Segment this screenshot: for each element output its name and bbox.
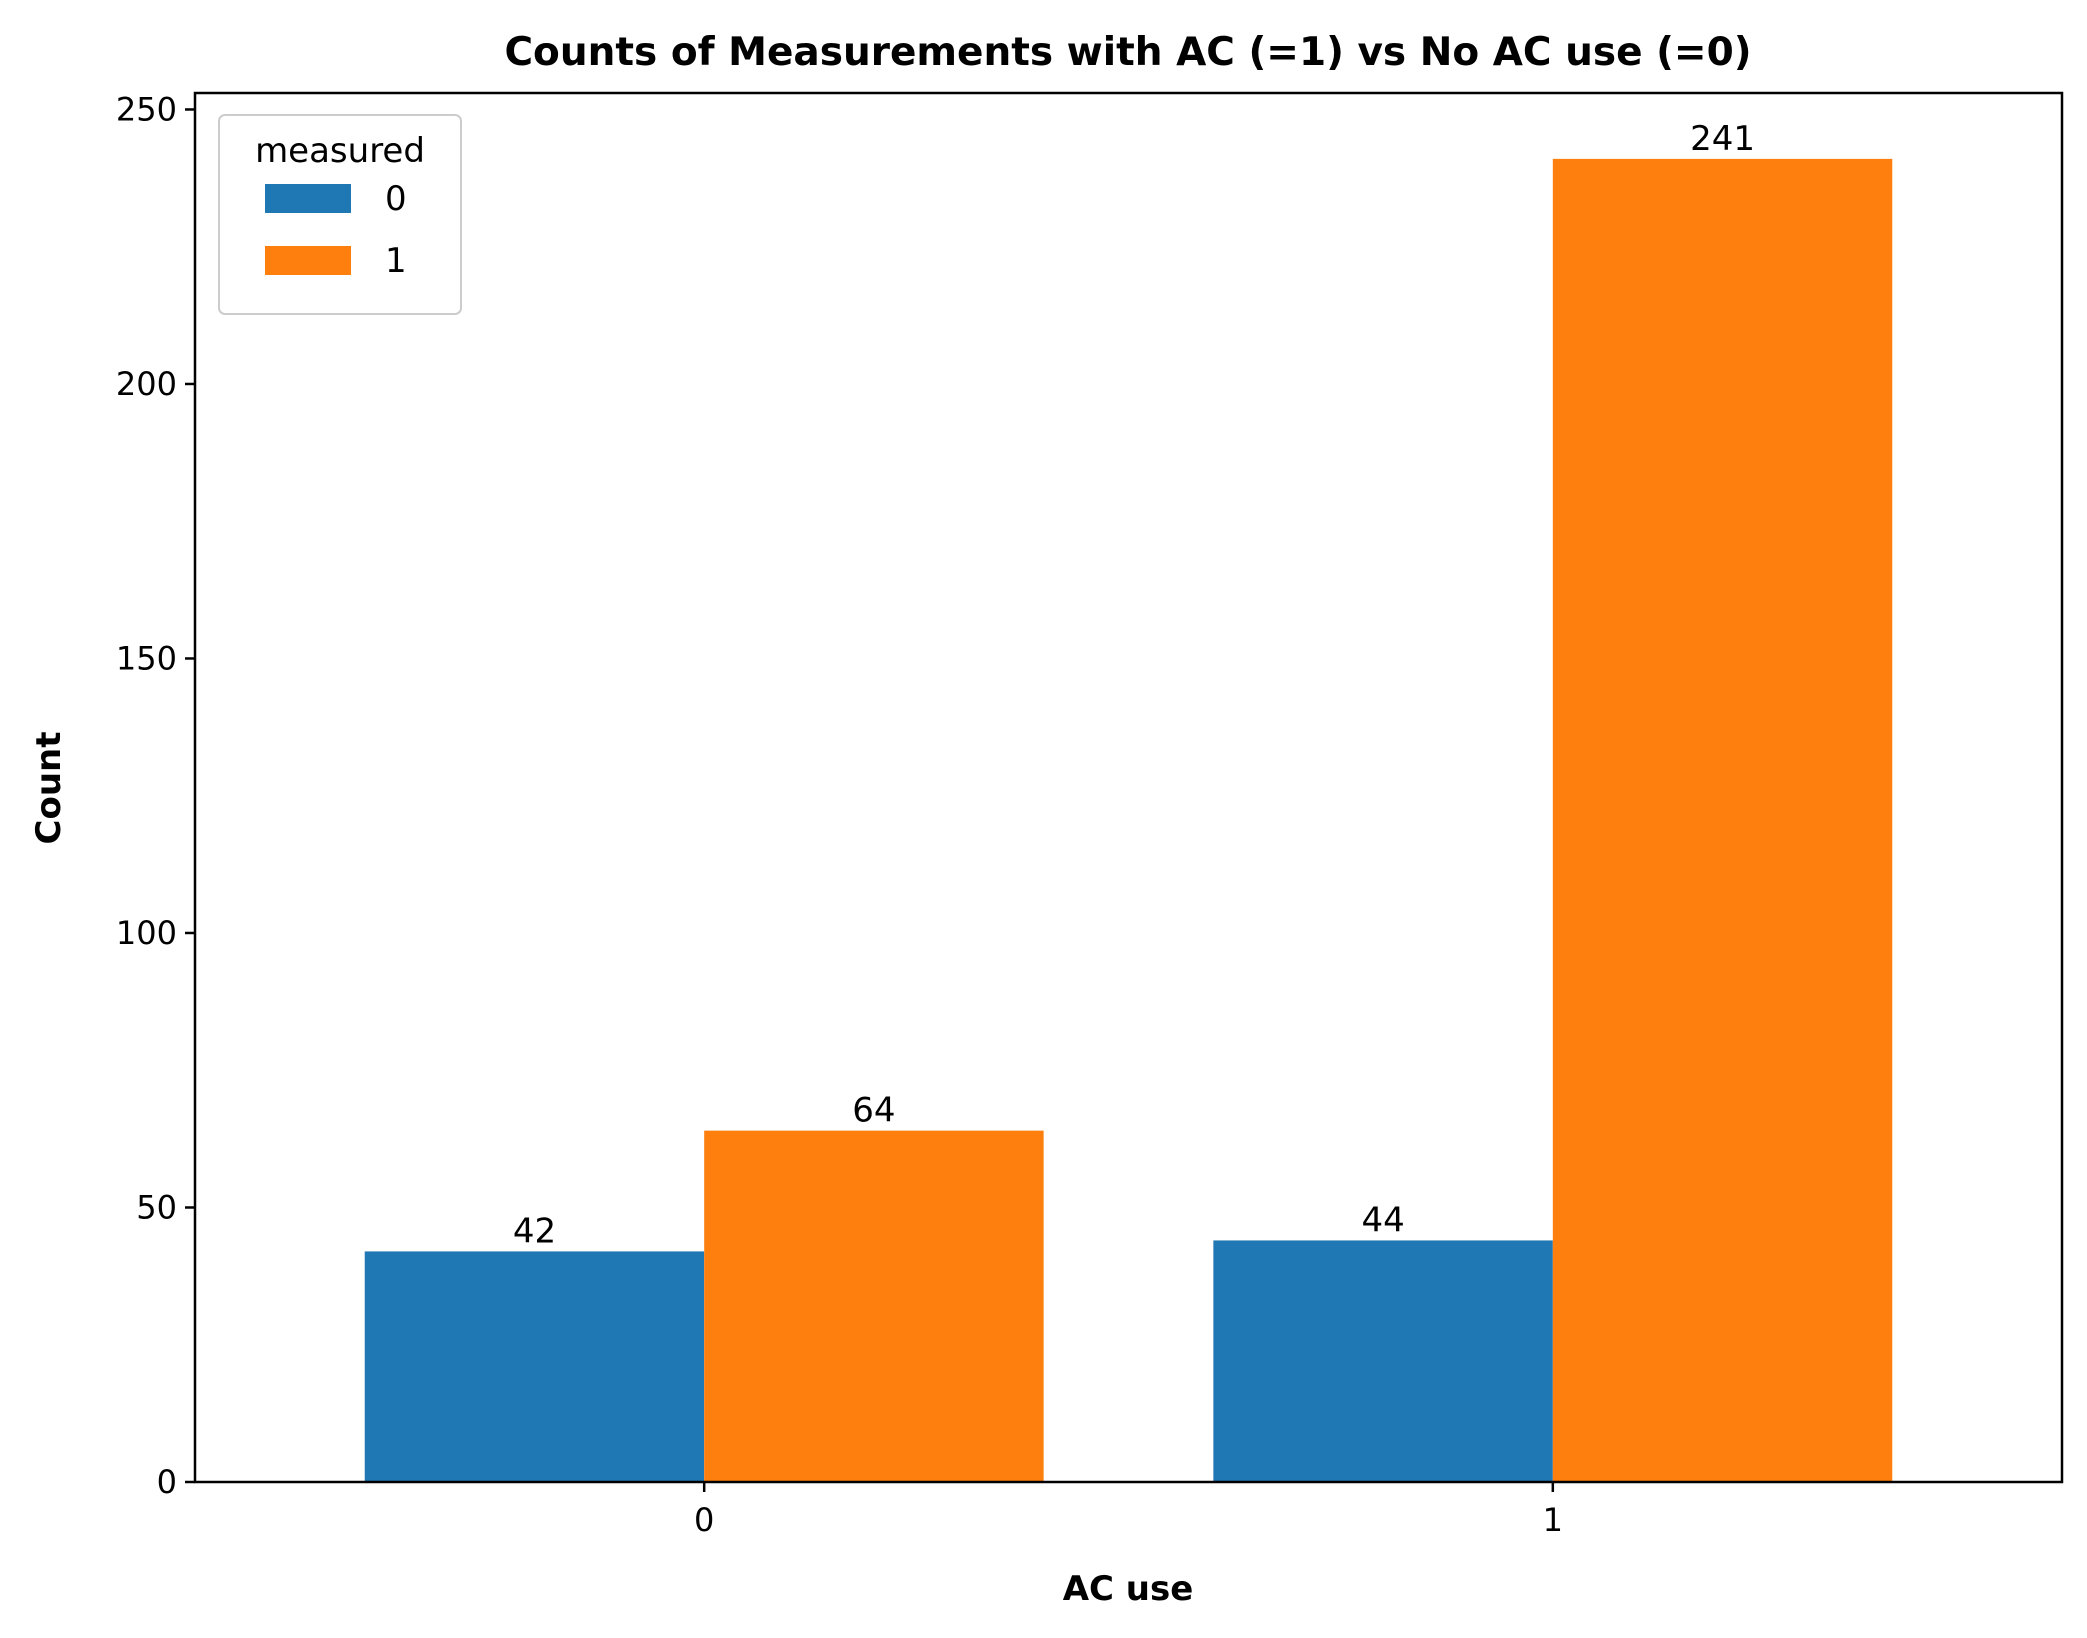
y-tick-label: 100 [116, 914, 177, 952]
data-labels-group: 42 44 64 241 [513, 119, 1755, 1252]
legend-swatch-1 [265, 246, 351, 275]
data-label-measured-1-ac-0: 64 [852, 1091, 895, 1131]
bars-group [364, 158, 1893, 1482]
y-axis-title: Count [29, 732, 69, 845]
y-axis-ticks: 0 50 100 150 200 250 [116, 90, 195, 1501]
data-label-measured-0-ac-0: 42 [513, 1211, 556, 1251]
y-tick-label: 150 [116, 639, 177, 677]
legend: measured 01 [218, 114, 462, 315]
x-tick-label: 1 [1543, 1501, 1563, 1539]
bar-measured-1-ac-0 [704, 1130, 1044, 1482]
plot-frame [193, 91, 2064, 1484]
data-label-measured-0-ac-1: 44 [1361, 1200, 1404, 1240]
bar-measured-0-ac-1 [1213, 1240, 1553, 1482]
legend-title: measured [255, 131, 425, 171]
legend-label-0: 0 [385, 179, 407, 219]
y-tick-label: 200 [116, 365, 177, 403]
legend-entries: 01 [265, 179, 407, 281]
bar-measured-0-ac-0 [364, 1251, 705, 1482]
x-axis-title: AC use [1063, 1569, 1194, 1609]
legend-swatch-0 [265, 184, 351, 213]
bar-measured-1-ac-1 [1552, 158, 1893, 1482]
y-tick-label: 0 [157, 1463, 177, 1501]
legend-label-1: 1 [385, 241, 407, 281]
x-tick-label: 0 [694, 1501, 714, 1539]
y-tick-label: 250 [116, 90, 177, 128]
chart-title: Counts of Measurements with AC (=1) vs N… [504, 30, 1751, 75]
y-tick-label: 50 [136, 1188, 177, 1226]
data-label-measured-1-ac-1: 241 [1690, 119, 1755, 159]
